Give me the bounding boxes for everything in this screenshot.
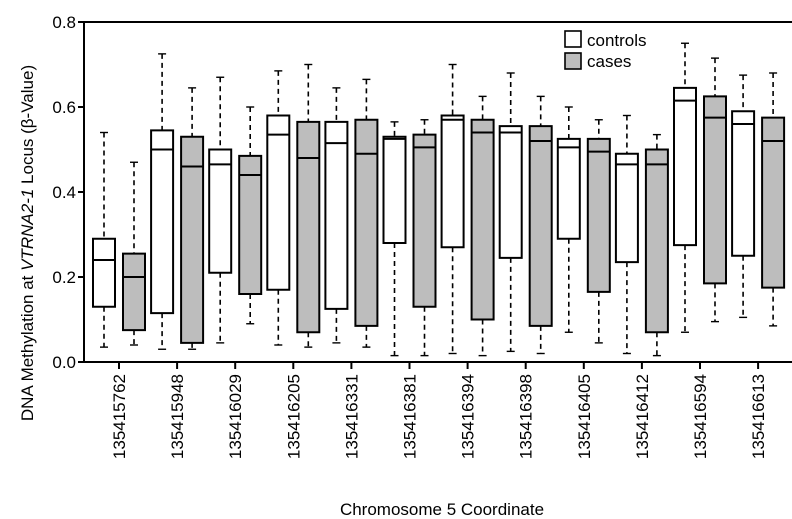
box-cases [412,119,437,357]
box-iqr [673,86,697,247]
x-tick-label: 135416029 [226,374,245,459]
x-tick-label: 135416398 [517,374,536,459]
box-cases [528,95,553,355]
x-axis-label: Chromosome 5 Coordinate [340,500,544,519]
box-iqr [412,133,437,308]
x-tick-label: 135415762 [110,374,129,459]
x-tick-label: 135416405 [575,374,594,459]
y-axis: 0.0 0.2 0.4 0.6 0.8 [52,13,84,372]
box-controls [92,131,116,348]
box-iqr [92,237,116,308]
box-controls [266,70,291,346]
box-iqr [614,152,639,264]
box-iqr [556,137,581,240]
x-axis: 135415762 135415948 135416029 135416205 1354… [110,362,768,459]
box-iqr [354,118,379,327]
box-iqr [498,125,523,259]
box-iqr [266,114,291,291]
x-tick-label: 135416205 [284,374,303,459]
legend-label-controls: controls [587,31,647,50]
box-iqr [586,137,611,293]
y-tick-label: 0.4 [52,183,76,202]
x-tick-label: 135416594 [691,374,710,459]
legend-label-cases: cases [587,52,631,71]
box-iqr [180,135,205,344]
box-iqr [382,135,407,244]
box-iqr [731,110,756,257]
box-cases [761,72,786,327]
x-tick-label: 135416381 [401,374,420,459]
y-tick-label: 0.8 [52,13,76,32]
box-iqr [208,148,233,274]
y-tick-label: 0.0 [52,353,76,372]
box-iqr [528,125,553,327]
x-tick-label: 135415948 [168,374,187,459]
box-iqr [122,252,146,332]
box-cases [703,57,727,323]
x-tick-label: 135416613 [749,374,768,459]
box-cases [470,95,495,357]
box-iqr [470,118,495,321]
box-controls [440,63,465,355]
boxes-layer [92,42,786,357]
box-controls [498,72,523,353]
box-iqr [324,120,349,310]
box-cases [644,133,669,357]
box-controls [208,76,233,344]
legend-swatch-controls [564,30,582,48]
y-axis-label: DNA Methylation at VTRNA2-1 Locus (β-Val… [18,65,37,421]
y-axis-label-prefix: DNA Methylation at [18,271,37,421]
box-cases [238,106,263,325]
box-iqr [296,120,321,334]
box-controls [731,74,756,319]
box-controls [673,42,697,333]
x-tick-label: 135416394 [459,374,478,459]
y-axis-label-suffix: Locus (β-Value) [18,65,37,189]
box-controls [150,53,175,350]
box-iqr [440,114,465,249]
y-tick-label: 0.6 [52,98,76,117]
box-iqr [761,116,786,289]
box-cases [586,119,611,344]
box-controls [556,106,581,333]
box-cases [180,87,205,350]
box-cases [296,63,321,348]
legend-swatch-cases [564,52,582,70]
box-iqr [644,148,669,334]
legend: controls cases [564,30,647,71]
box-iqr [150,129,175,315]
box-controls [382,121,407,357]
box-iqr [238,154,263,295]
box-controls [324,87,349,344]
box-cases [122,161,146,346]
y-axis-label-gene: VTRNA2-1 [18,189,37,271]
x-tick-label: 135416331 [342,374,361,459]
y-tick-label: 0.2 [52,268,76,287]
box-iqr [703,95,727,285]
x-tick-label: 135416412 [633,374,652,459]
box-cases [354,78,379,348]
box-controls [614,114,639,355]
